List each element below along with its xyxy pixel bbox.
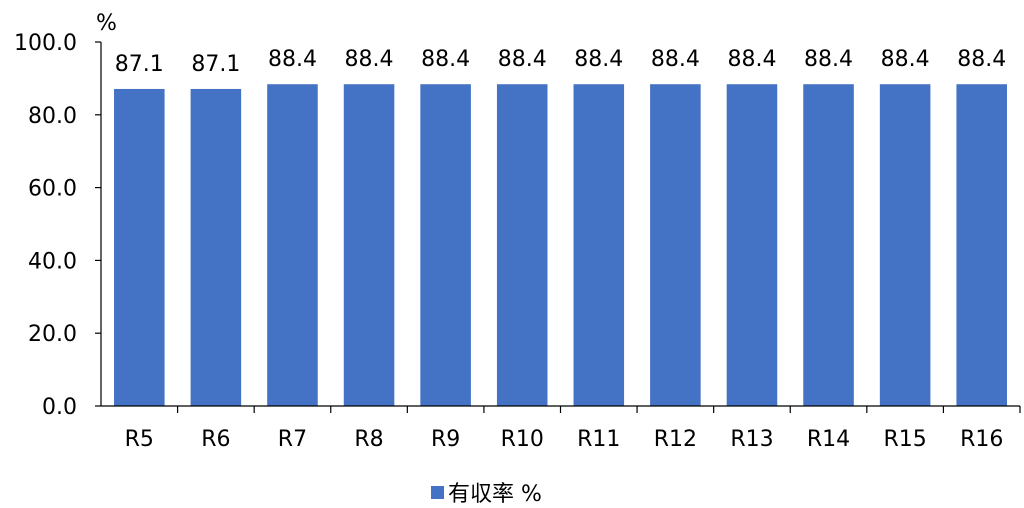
data-label-R11: 88.4 (574, 47, 623, 72)
x-tick-label-R16: R16 (960, 427, 1003, 452)
y-tick-label: 20.0 (28, 322, 77, 347)
legend: 有収率 % (431, 482, 542, 507)
x-tick-label-R8: R8 (354, 427, 383, 452)
data-label-R10: 88.4 (498, 47, 547, 72)
y-tick-label: 40.0 (28, 249, 77, 274)
x-tick-label-R12: R12 (654, 427, 697, 452)
x-tick-label-R15: R15 (883, 427, 926, 452)
bars-layer (114, 84, 1007, 407)
x-tick-label-R6: R6 (201, 427, 230, 452)
y-tick-label: 80.0 (28, 104, 77, 129)
legend-swatch (431, 486, 444, 499)
data-label-R5: 87.1 (115, 52, 164, 77)
data-label-R12: 88.4 (651, 47, 700, 72)
data-label-R14: 88.4 (804, 47, 853, 72)
data-label-R6: 87.1 (191, 52, 240, 77)
y-tick-label: 60.0 (28, 177, 77, 202)
x-tick-label-R5: R5 (125, 427, 154, 452)
data-label-R15: 88.4 (881, 47, 930, 72)
bar-R13 (726, 84, 778, 406)
data-label-R16: 88.4 (957, 47, 1006, 72)
x-tick-label-R7: R7 (278, 427, 307, 452)
axes-layer (95, 41, 1021, 413)
bar-R7 (267, 84, 318, 406)
bar-R6 (190, 88, 242, 407)
data-label-R9: 88.4 (421, 47, 470, 72)
data-label-R7: 88.4 (268, 47, 317, 72)
bar-R14 (803, 84, 854, 406)
x-tick-label-R11: R11 (577, 427, 620, 452)
y-tick-label: 100.0 (14, 31, 77, 56)
bar-R5 (114, 88, 165, 407)
data-label-R8: 88.4 (345, 47, 394, 72)
bar-R8 (343, 84, 395, 406)
bar-R10 (496, 84, 548, 406)
x-tick-label-R9: R9 (431, 427, 460, 452)
y-axis-unit-label: % (96, 11, 117, 36)
data-label-R13: 88.4 (727, 47, 776, 72)
bar-R15 (879, 84, 931, 406)
x-tick-label-R13: R13 (730, 427, 773, 452)
bar-R16 (956, 84, 1007, 406)
x-tick-label-R14: R14 (807, 427, 850, 452)
legend-label: 有収率 % (448, 482, 542, 504)
bar-R11 (573, 84, 625, 406)
y-tick-label: 0.0 (42, 395, 77, 420)
x-tick-label-R10: R10 (501, 427, 544, 452)
bar-R9 (420, 84, 471, 406)
labels-layer: 87.1 R5 87.1 R6 88.4 R7 88.4 R8 88.4 R9 88.4 R10 88.… (14, 31, 1006, 452)
bar-R12 (650, 84, 701, 406)
